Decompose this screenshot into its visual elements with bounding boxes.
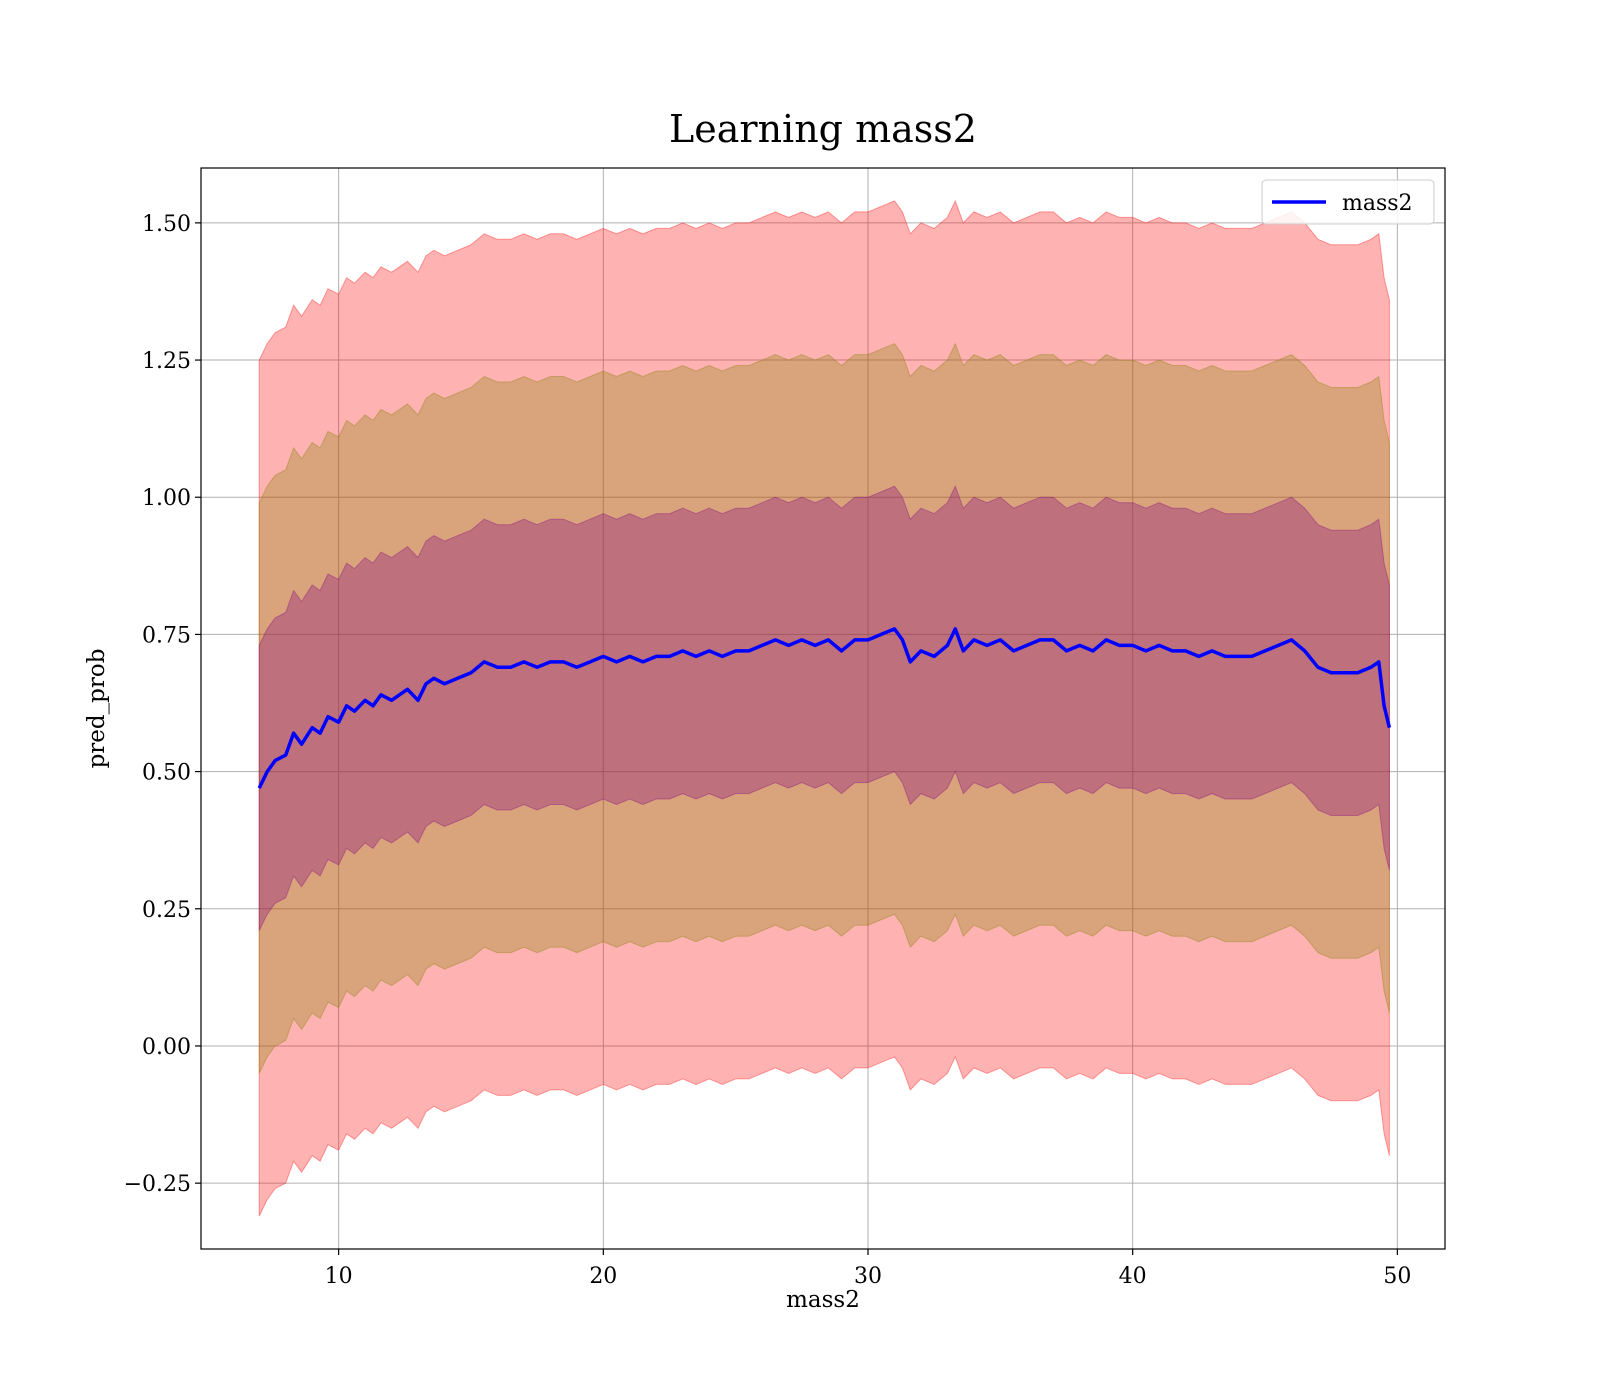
x-tick-label: 30 bbox=[854, 1264, 882, 1289]
y-tick-label: 0.00 bbox=[142, 1035, 191, 1060]
series-line-mass2 bbox=[257, 627, 1392, 789]
y-tick-label: 0.25 bbox=[142, 898, 191, 923]
y-axis-ticks: −0.25 0.00 0.25 0.50 0.75 1.00 1.25 1.50 bbox=[124, 212, 201, 1197]
band-1sd bbox=[258, 485, 1390, 931]
x-axis-label: mass2 bbox=[786, 1287, 860, 1313]
x-tick-label: 20 bbox=[589, 1264, 617, 1289]
series-lines bbox=[257, 627, 1392, 789]
chart-title: Learning mass2 bbox=[669, 107, 977, 151]
y-tick-label: −0.25 bbox=[124, 1172, 191, 1197]
y-tick-label: 1.50 bbox=[142, 212, 191, 237]
x-tick-label: 40 bbox=[1119, 1264, 1147, 1289]
y-tick-label: 0.75 bbox=[142, 623, 191, 648]
std-bands bbox=[258, 199, 1390, 1217]
y-tick-label: 1.25 bbox=[142, 349, 191, 374]
plot-frame bbox=[200, 167, 1446, 1250]
y-axis-label: pred_prob bbox=[84, 649, 110, 769]
legend-box bbox=[1261, 179, 1435, 225]
grid bbox=[201, 168, 1445, 1249]
band-2sd bbox=[258, 342, 1390, 1074]
band-3sd bbox=[258, 199, 1390, 1217]
legend-label-mass2: mass2 bbox=[1342, 191, 1413, 216]
legend: mass2 bbox=[1261, 179, 1435, 225]
y-tick-label: 0.50 bbox=[142, 761, 191, 786]
y-tick-label: 1.00 bbox=[142, 486, 191, 511]
x-tick-label: 10 bbox=[325, 1264, 353, 1289]
x-tick-label: 50 bbox=[1383, 1264, 1411, 1289]
x-axis-ticks: 10 20 30 40 50 bbox=[325, 1249, 1411, 1289]
